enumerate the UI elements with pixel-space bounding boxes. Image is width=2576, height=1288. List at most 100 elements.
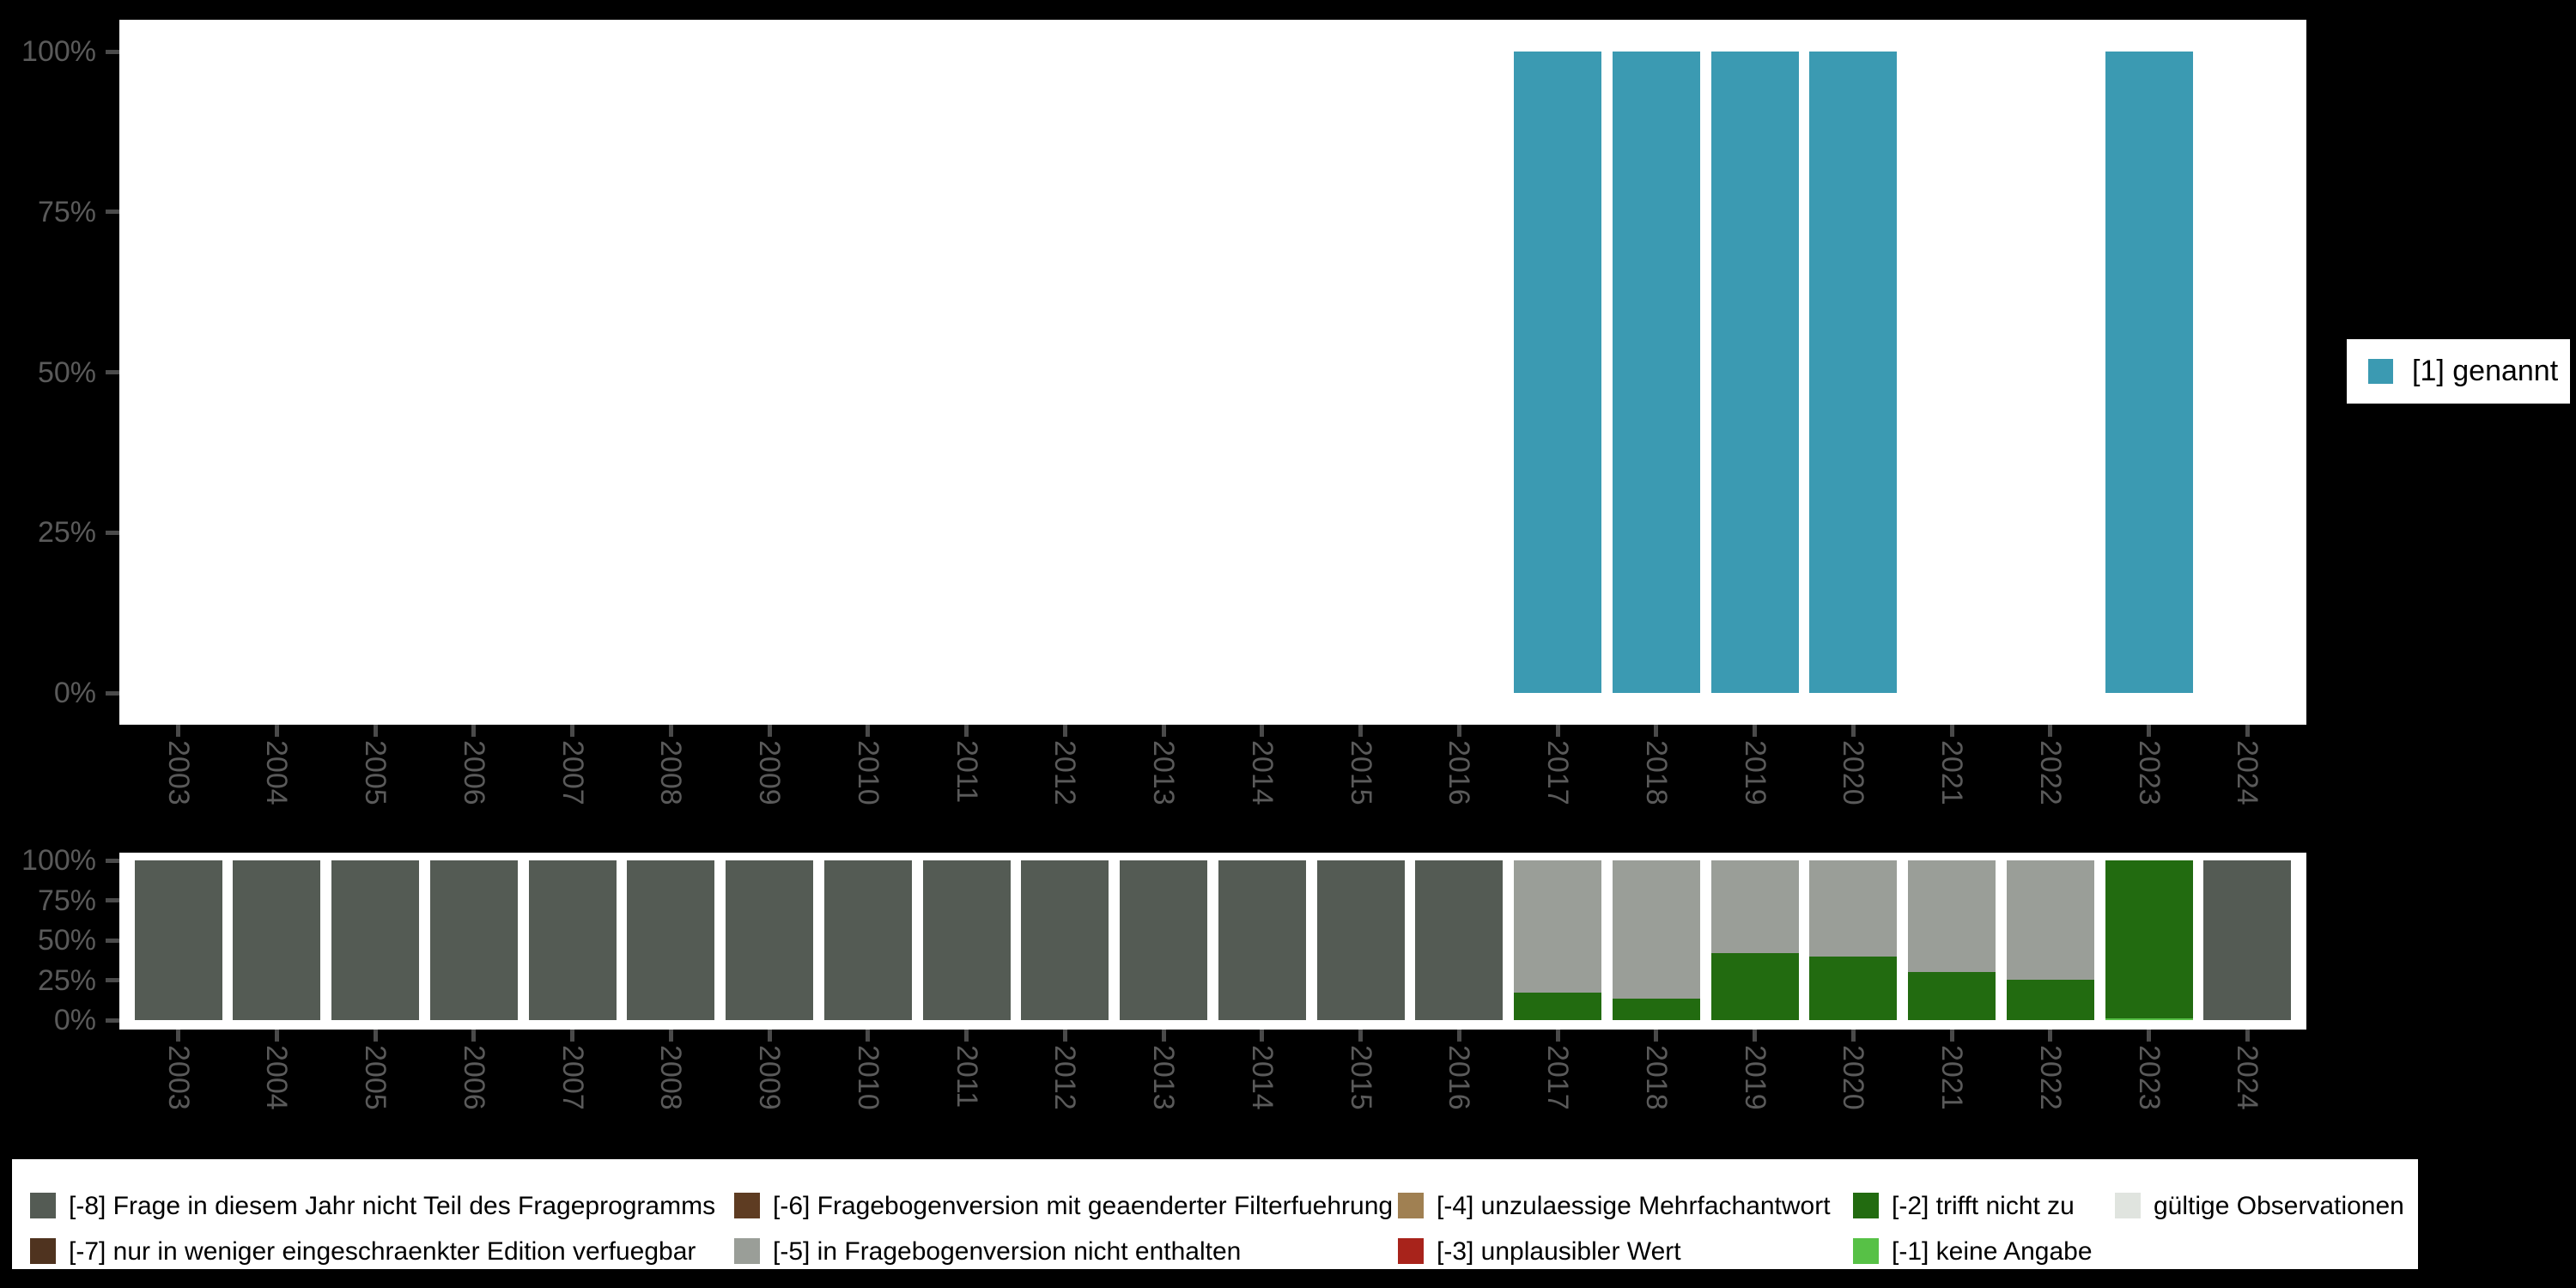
- x-tick-label-2010: 2010: [851, 1045, 884, 1110]
- bar-2023: [2105, 860, 2193, 1019]
- legend-label: [-6] Fragebogenversion mit geaenderter F…: [773, 1192, 1394, 1220]
- legend-swatch: [30, 1238, 56, 1264]
- x-tick: [1654, 725, 1659, 737]
- bar-2008: [627, 860, 715, 1020]
- bar-2022: [2006, 979, 2094, 1020]
- x-tick: [1850, 1030, 1856, 1042]
- x-tick-label-2009: 2009: [753, 740, 787, 805]
- x-tick: [2147, 1030, 2152, 1042]
- x-tick: [176, 1030, 181, 1042]
- bar-2003: [134, 860, 222, 1020]
- x-tick-label-2019: 2019: [1738, 740, 1771, 805]
- x-tick-label-2014: 2014: [1245, 1045, 1279, 1110]
- y-tick: [106, 938, 119, 943]
- legend-label: [-5] in Fragebogenversion nicht enthalte…: [773, 1237, 1242, 1266]
- x-tick: [1949, 1030, 1954, 1042]
- x-tick: [866, 725, 871, 737]
- x-tick-label-2022: 2022: [2033, 740, 2067, 805]
- x-tick-label-2023: 2023: [2132, 1045, 2166, 1110]
- x-tick: [2245, 725, 2250, 737]
- bar-2021: [1908, 860, 1996, 972]
- bar-2024: [2203, 860, 2292, 1020]
- bar-2006: [429, 860, 518, 1020]
- x-tick: [668, 725, 673, 737]
- y-tick: [106, 530, 119, 535]
- bar-2012: [1021, 860, 1109, 1020]
- bar-2017: [1514, 52, 1602, 693]
- x-tick: [1358, 725, 1364, 737]
- bar-2013: [1120, 860, 1208, 1020]
- legend-swatch: [1853, 1238, 1879, 1264]
- legend-label: [-1] keine Angabe: [1892, 1237, 2093, 1266]
- y-tick: [106, 978, 119, 982]
- x-tick: [1753, 1030, 1758, 1042]
- x-tick-label-2013: 2013: [1147, 740, 1181, 805]
- x-tick: [1949, 725, 1954, 737]
- x-tick-label-2021: 2021: [1935, 1045, 1969, 1110]
- x-tick-label-2012: 2012: [1048, 1045, 1082, 1110]
- bar-2015: [1316, 860, 1405, 1020]
- x-tick: [176, 725, 181, 737]
- bar-2019: [1710, 860, 1799, 954]
- y-tick: [106, 1018, 119, 1023]
- x-tick: [1850, 725, 1856, 737]
- x-tick: [274, 1030, 279, 1042]
- x-tick-label-2012: 2012: [1048, 740, 1082, 805]
- x-tick-label-2006: 2006: [457, 1045, 490, 1110]
- y-tick-label-100%: 100%: [21, 35, 96, 68]
- x-tick: [1260, 1030, 1265, 1042]
- bar-2011: [922, 860, 1011, 1020]
- x-tick: [1456, 1030, 1461, 1042]
- y-tick-label-100%: 100%: [21, 844, 96, 877]
- legend-swatch-genannt: [2368, 359, 2393, 384]
- x-tick: [767, 1030, 772, 1042]
- x-tick: [1062, 725, 1067, 737]
- y-tick: [106, 210, 119, 215]
- x-tick: [1260, 725, 1265, 737]
- x-tick: [373, 725, 378, 737]
- x-tick: [274, 725, 279, 737]
- x-tick: [570, 1030, 575, 1042]
- x-tick: [1555, 725, 1560, 737]
- x-tick-label-2021: 2021: [1935, 740, 1969, 805]
- x-tick-label-2011: 2011: [950, 1045, 983, 1109]
- x-tick-label-2007: 2007: [556, 1045, 589, 1110]
- bar-2019: [1710, 953, 1799, 1020]
- legend-swatch: [734, 1238, 760, 1264]
- x-tick-label-2010: 2010: [851, 740, 884, 805]
- bar-2010: [823, 860, 912, 1020]
- x-tick-label-2005: 2005: [359, 1045, 392, 1110]
- bar-2007: [528, 860, 617, 1020]
- y-tick-label-0%: 0%: [53, 677, 96, 709]
- x-tick: [1753, 725, 1758, 737]
- bottom-chart-panel: [119, 853, 2306, 1030]
- x-tick: [2048, 725, 2053, 737]
- x-tick: [1654, 1030, 1659, 1042]
- x-tick: [964, 725, 969, 737]
- x-tick: [1456, 725, 1461, 737]
- legend-label: [-8] Frage in diesem Jahr nicht Teil des…: [69, 1192, 716, 1220]
- x-tick-label-2003: 2003: [161, 740, 195, 805]
- x-tick-label-2003: 2003: [161, 1045, 195, 1110]
- bar-2017: [1514, 992, 1602, 1020]
- x-tick-label-2016: 2016: [1443, 740, 1476, 805]
- x-tick-label-2020: 2020: [1837, 1045, 1870, 1110]
- bar-2018: [1612, 999, 1700, 1020]
- x-tick: [668, 1030, 673, 1042]
- legend-label-genannt: [1] genannt: [2412, 355, 2559, 387]
- x-tick-label-2005: 2005: [359, 740, 392, 805]
- x-tick: [471, 1030, 477, 1042]
- x-tick: [471, 725, 477, 737]
- y-tick-label-50%: 50%: [37, 924, 96, 957]
- x-tick: [2147, 725, 2152, 737]
- legend-label: [-4] unzulaessige Mehrfachantwort: [1437, 1192, 1831, 1220]
- legend-missings: [-8] Frage in diesem Jahr nicht Teil des…: [12, 1159, 2418, 1269]
- x-tick-label-2007: 2007: [556, 740, 589, 805]
- bar-2005: [331, 860, 420, 1020]
- x-tick: [1161, 1030, 1166, 1042]
- legend-label: [-3] unplausibler Wert: [1437, 1237, 1681, 1266]
- y-tick-label-75%: 75%: [37, 884, 96, 917]
- x-tick-label-2024: 2024: [2231, 1045, 2264, 1110]
- x-tick-label-2022: 2022: [2033, 1045, 2067, 1110]
